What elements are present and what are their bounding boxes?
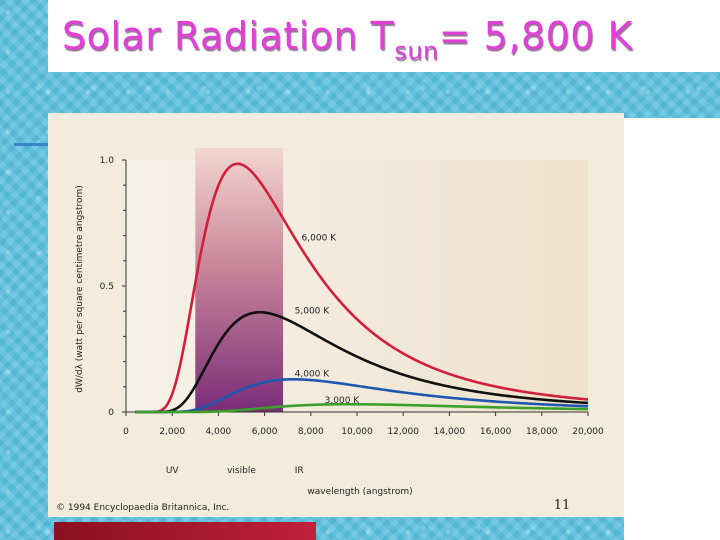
y-tick-label: 0.5 <box>100 282 114 292</box>
curves <box>134 162 589 414</box>
curve-label-3000k: 3,000 K <box>325 396 361 406</box>
blackbody-chart: 0 0.5 1.0 0 2,000 4,000 6,000 8,000 10,000 12,00… <box>56 148 604 513</box>
chart-panel: 0 0.5 1.0 0 2,000 4,000 6,000 8,000 10,000 12,00… <box>48 113 624 517</box>
decorative-line <box>14 143 48 146</box>
x-tick-label: 18,000 <box>526 427 558 437</box>
title-subscript: sun <box>394 37 439 65</box>
x-tick-label: 16,000 <box>480 427 512 437</box>
x-tick-label: 2,000 <box>159 427 185 437</box>
y-ticks: 0 0.5 1.0 <box>100 156 126 418</box>
y-tick-label: 1.0 <box>100 156 115 166</box>
curve-label-4000k: 4,000 K <box>295 370 331 380</box>
x-axis-label: wavelength (angstrom) <box>307 487 412 497</box>
region-label-visible: visible <box>227 466 256 476</box>
x-tick-label: 8,000 <box>298 427 324 437</box>
region-labels: UV visible IR <box>166 466 304 476</box>
curve-5000k <box>134 310 589 414</box>
x-tick-label: 6,000 <box>252 427 278 437</box>
region-label-ir: IR <box>295 466 304 476</box>
curve-3000k <box>134 402 589 414</box>
x-tick-label: 20,000 <box>572 427 604 437</box>
x-tick-label: 0 <box>123 427 129 437</box>
y-axis-label: dW/dλ (watt per square centimetre angstr… <box>75 185 85 393</box>
curve-label-5000k: 5,000 K <box>295 307 331 317</box>
curve-labels: 6,000 K 5,000 K 4,000 K 3,000 K <box>295 234 361 407</box>
bottom-bar <box>54 522 316 540</box>
visible-band <box>195 148 284 412</box>
curve-4000k <box>134 378 589 414</box>
x-tick-label: 14,000 <box>434 427 466 437</box>
title-bar <box>48 0 720 72</box>
x-tick-label: 12,000 <box>387 427 419 437</box>
white-panel <box>624 118 720 540</box>
x-tick-label: 10,000 <box>341 427 373 437</box>
x-ticks: 0 2,000 4,000 6,000 8,000 10,000 12,000 14,000 1… <box>123 412 604 437</box>
curve-label-6000k: 6,000 K <box>302 234 338 244</box>
slide-title: Solar Radiation Tsun= 5,800 K <box>62 14 633 65</box>
curve-6000k <box>134 162 589 414</box>
y-tick-label: 0 <box>108 408 114 418</box>
copyright-text: © 1994 Encyclopaedia Britannica, Inc. <box>56 503 229 513</box>
x-tick-label: 4,000 <box>206 427 232 437</box>
region-label-uv: UV <box>166 466 180 476</box>
page-number: 11 <box>554 498 571 513</box>
